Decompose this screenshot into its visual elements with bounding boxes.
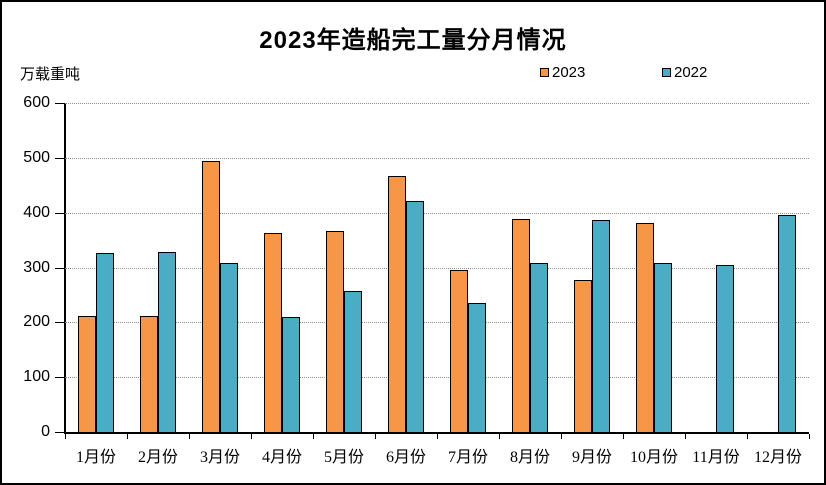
x-axis-tick [499,434,500,439]
bar-2023-8月份 [512,218,530,432]
bar-2022-6月份 [406,200,424,432]
plot-area: 0 100 200 300 400 500 600 1月份 2月份 3月份 4月份 5月份 6月份 7月份… [23,94,810,466]
y-axis-unit-label: 万载重吨 [20,66,81,83]
x-axis-label: 4月份 [261,449,303,466]
y-axis-label: 500 [23,148,50,166]
legend-label-2022: 2022 [674,64,708,81]
x-axis-tick [127,434,128,439]
bar-2022-3月份 [220,263,238,432]
x-axis-label: 11月份 [692,449,740,466]
x-axis-tick [437,434,438,439]
x-axis-tick [685,434,686,439]
y-axis-tick [55,377,64,379]
x-axis-label: 2月份 [137,449,179,466]
x-axis-label: 7月份 [447,449,489,466]
legend-item-2023: 2023 [540,64,585,81]
x-axis-tick [313,434,314,439]
gridline [65,157,809,159]
gridline [65,103,809,104]
bar-2022-10月份 [654,262,672,432]
gridline [65,377,809,379]
y-axis-tick [55,322,64,324]
bar-2023-9月份 [574,280,592,432]
x-axis-label: 9月份 [571,449,613,466]
x-axis-tick [189,434,190,439]
bar-2022-9月份 [592,220,610,432]
bar-2023-7月份 [450,269,468,432]
x-axis-tick [623,434,624,439]
legend-swatch-2023-icon [540,68,549,77]
x-axis-label: 8月份 [509,449,551,466]
x-axis-label: 5月份 [323,449,365,466]
x-axis-label: 3月份 [199,449,241,466]
y-axis-label: 200 [23,313,50,331]
x-axis [64,432,809,434]
bar-2023-10月份 [636,223,654,432]
bar-2023-2月份 [140,315,158,432]
x-axis-tick [747,434,748,439]
x-axis-label: 10月份 [629,449,679,466]
x-axis-tick [375,434,376,439]
bar-2022-4月份 [282,316,300,432]
bar-2022-11月份 [716,265,734,432]
x-axis-tick [809,434,810,439]
y-axis-label: 300 [23,258,50,276]
x-axis-label: 12月份 [753,449,803,466]
x-axis-tick [251,434,252,439]
bar-2022-12月份 [778,214,796,432]
x-axis-label: 1月份 [75,449,117,466]
y-axis-label: 600 [23,94,50,111]
y-axis-label: 100 [23,368,50,386]
bar-2023-4月份 [264,232,282,432]
x-axis-tick [561,434,562,439]
legend-label-2023: 2023 [552,64,586,81]
bar-2023-6月份 [388,176,406,432]
bar-2023-3月份 [202,161,220,432]
y-axis-label: 0 [41,423,50,440]
bar-2023-1月份 [78,316,96,432]
legend: 2023 2022 [2,64,824,82]
gridline [65,212,809,214]
y-axis-tick [55,267,64,269]
x-axis-tick [65,434,66,439]
y-axis-tick [55,103,64,104]
gridline [65,322,809,324]
bar-2022-2月份 [158,252,176,432]
gridline [65,267,809,269]
legend-item-2022: 2022 [662,64,707,81]
bar-2022-8月份 [530,262,548,432]
x-axis-label: 6月份 [385,449,427,466]
y-axis-tick [55,432,64,433]
legend-swatch-2022-icon [662,68,671,77]
y-axis-label: 400 [23,203,50,221]
y-axis-tick [55,212,64,214]
bar-2022-1月份 [96,253,114,432]
y-axis-tick [55,157,64,159]
bar-2022-7月份 [468,302,486,432]
bar-2023-5月份 [326,230,344,432]
chart-title: 2023年造船完工量分月情况 [259,27,567,54]
bar-2022-5月份 [344,291,362,432]
